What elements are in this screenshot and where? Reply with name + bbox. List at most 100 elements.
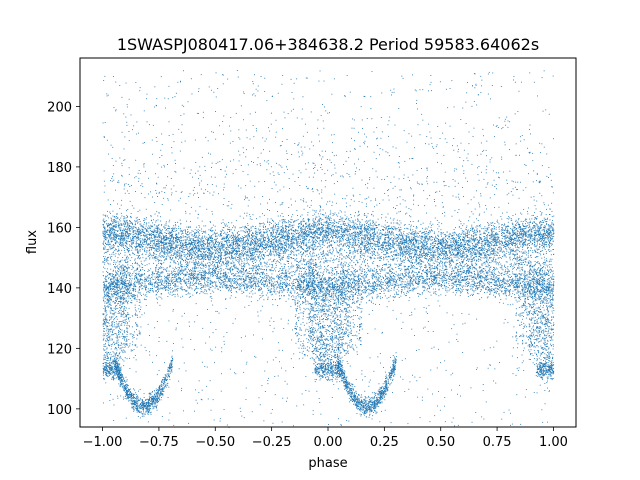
scatter-point [342, 232, 343, 233]
scatter-point [107, 226, 108, 228]
scatter-point [346, 227, 348, 229]
scatter-point [104, 228, 106, 230]
scatter-point [538, 232, 540, 234]
scatter-point [474, 250, 476, 251]
scatter-point [384, 224, 386, 226]
scatter-point [186, 266, 188, 268]
scatter-point [529, 245, 530, 246]
scatter-point [115, 233, 117, 235]
scatter-point [344, 244, 346, 246]
scatter-point [119, 219, 120, 221]
scatter-point [138, 232, 140, 234]
scatter-point [225, 240, 227, 242]
scatter-point [469, 241, 471, 243]
scatter-point [123, 225, 125, 227]
scatter-point [317, 221, 319, 222]
scatter-point [497, 237, 499, 239]
scatter-point [337, 236, 339, 238]
scatter-point [528, 227, 529, 229]
scatter-point [172, 230, 173, 231]
scatter-point [174, 237, 176, 238]
scatter-point [203, 240, 204, 241]
scatter-point [231, 252, 233, 254]
scatter-point [456, 253, 458, 254]
scatter-point [137, 221, 139, 223]
scatter-point [501, 242, 503, 244]
scatter-point [179, 241, 180, 242]
scatter-point [107, 230, 108, 232]
scatter-point [203, 240, 205, 242]
scatter-point [215, 249, 217, 251]
scatter-point [291, 239, 293, 240]
scatter-point [285, 250, 287, 252]
scatter-point [201, 246, 203, 248]
scatter-point [497, 237, 499, 238]
scatter-point [259, 240, 261, 241]
scatter-point [146, 231, 148, 232]
scatter-point [409, 240, 411, 242]
scatter-point [392, 244, 393, 246]
scatter-point [120, 212, 122, 214]
scatter-point [541, 212, 543, 214]
scatter-point [150, 227, 151, 229]
scatter-point [263, 247, 265, 249]
scatter-point [427, 254, 429, 256]
scatter-point [296, 229, 297, 231]
scatter-point [237, 244, 239, 246]
scatter-point [518, 257, 520, 259]
scatter-point [233, 249, 235, 251]
scatter-point [330, 218, 332, 219]
scatter-point [147, 234, 149, 235]
scatter-point [123, 220, 125, 222]
scatter-point [293, 224, 295, 226]
scatter-point [211, 235, 213, 236]
scatter-point [346, 246, 348, 247]
scatter-point [547, 224, 549, 225]
scatter-point [255, 233, 256, 234]
scatter-point [151, 254, 153, 256]
scatter-point [230, 258, 232, 260]
scatter-point [502, 244, 504, 246]
scatter-point [165, 243, 167, 244]
scatter-point [106, 237, 108, 239]
scatter-point [275, 225, 276, 227]
scatter-point [113, 222, 115, 224]
scatter-point [315, 210, 317, 212]
scatter-point [156, 244, 158, 246]
scatter-point [177, 238, 179, 240]
scatter-point [255, 250, 256, 252]
scatter-point [258, 228, 259, 230]
scatter-point [536, 231, 538, 233]
scatter-point [320, 248, 322, 250]
scatter-point [516, 249, 518, 251]
scatter-point [477, 244, 479, 246]
scatter-point [160, 256, 162, 258]
scatter-point [112, 246, 114, 248]
scatter-point [217, 257, 219, 259]
scatter-point [415, 240, 416, 242]
scatter-point [182, 245, 184, 247]
scatter-point [511, 240, 512, 241]
scatter-point [338, 232, 340, 234]
scatter-point [312, 215, 314, 216]
scatter-point [234, 248, 236, 250]
scatter-point [170, 239, 171, 241]
scatter-point [475, 232, 477, 234]
scatter-point [435, 237, 437, 239]
scatter-point [241, 261, 243, 262]
scatter-point [328, 228, 330, 230]
scatter-point [226, 233, 228, 235]
scatter-point [497, 249, 498, 251]
scatter-point [197, 247, 199, 249]
scatter-point [298, 235, 299, 237]
scatter-point [141, 228, 143, 230]
scatter-point [136, 231, 138, 233]
scatter-point [194, 251, 196, 252]
scatter-point [157, 246, 159, 248]
scatter-point [245, 232, 247, 234]
scatter-point [359, 233, 361, 235]
scatter-point [126, 236, 128, 238]
scatter-point [158, 243, 160, 245]
scatter-point [359, 255, 361, 256]
scatter-point [306, 244, 308, 245]
